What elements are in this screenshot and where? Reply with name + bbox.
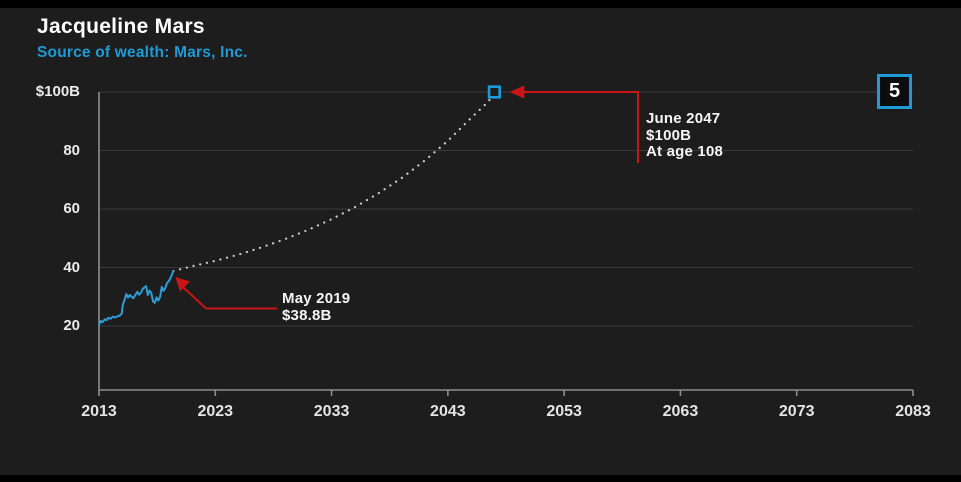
x-axis-label: 2083	[895, 403, 931, 420]
arrow-line-june-2047	[523, 91, 639, 163]
y-axis-label: 60	[63, 200, 80, 217]
annotation-line: May 2019	[282, 290, 351, 307]
arrow-line-may-2019	[182, 286, 277, 310]
endpoint-marker	[487, 85, 501, 99]
projection-path	[172, 90, 496, 273]
annotation-may-2019: May 2019 $38.8B	[282, 290, 351, 324]
axes	[98, 92, 914, 396]
projection-endpoint-square	[487, 85, 501, 99]
x-axis-label: 2033	[313, 403, 350, 420]
annotation-line: $38.8B	[282, 306, 332, 324]
x-axis-label: 2043	[430, 403, 466, 420]
chart-panel	[0, 8, 961, 475]
arrow-head-may-2019	[175, 277, 190, 292]
annotation-june-2047: June 2047 $100B At age 108	[646, 110, 724, 161]
historical-line	[98, 270, 175, 326]
annotation-line: At age 108	[646, 143, 724, 160]
gridlines	[99, 91, 913, 327]
x-axis-label: 2053	[546, 403, 582, 420]
chart-subtitle: Source of wealth: Mars, Inc.	[37, 44, 248, 61]
projection-dotted-line	[172, 90, 496, 273]
annotation-line: $100B	[646, 126, 692, 144]
y-axis-label: 40	[63, 258, 80, 276]
annotation-arrows	[175, 85, 639, 310]
slide-number-badge: 5	[877, 74, 912, 109]
y-axis-label: $100B	[35, 83, 80, 100]
x-axis-label: 2063	[662, 403, 699, 420]
annotation-line: June 2047	[646, 110, 721, 127]
x-axis-label: 2073	[778, 403, 815, 420]
x-axis-label: 2023	[197, 403, 234, 420]
y-axis-label: 80	[63, 141, 80, 159]
history-path	[98, 270, 175, 326]
chart-title: Jacqueline Mars	[37, 15, 205, 38]
arrow-head-june-2047	[509, 85, 525, 99]
x-axis-label: 2013	[81, 403, 117, 420]
y-axis-label: 20	[63, 317, 80, 334]
